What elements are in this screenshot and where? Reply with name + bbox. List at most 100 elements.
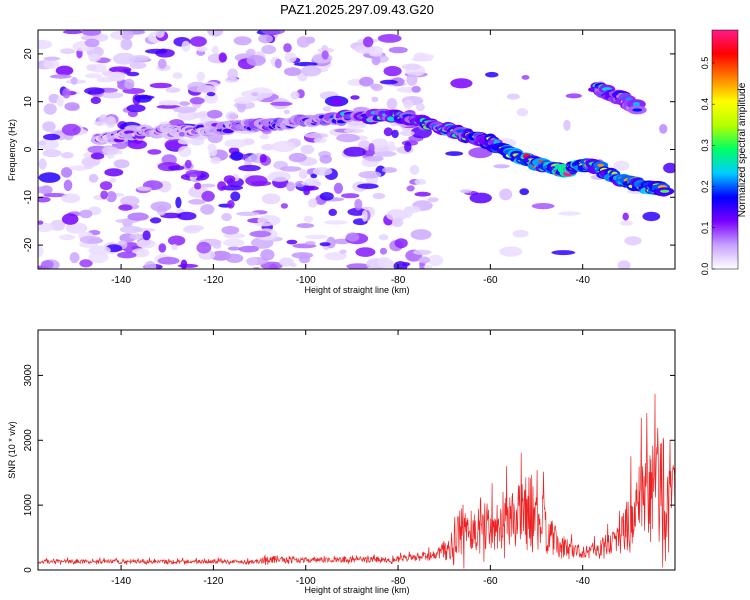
noise-blob <box>283 109 290 114</box>
noise-blob <box>261 143 275 151</box>
noise-blob <box>61 123 81 136</box>
noise-blob <box>158 100 180 106</box>
noise-blob <box>270 101 293 107</box>
noise-blob <box>624 236 642 246</box>
noise-blob <box>301 181 318 186</box>
noise-blob <box>310 173 318 179</box>
noise-blob <box>406 73 418 86</box>
noise-blob <box>150 217 162 224</box>
noise-blob <box>460 189 472 194</box>
noise-blob <box>345 232 360 242</box>
noise-blob <box>150 201 172 212</box>
figure-title: PAZ1.2025.297.09.43.G20 <box>280 2 434 17</box>
noise-blob <box>43 56 61 61</box>
noise-blob <box>88 251 109 264</box>
noise-blob <box>108 71 126 82</box>
noise-blob <box>223 175 236 184</box>
noise-blob <box>371 138 389 149</box>
noise-blob <box>499 188 513 201</box>
noise-blob <box>377 34 402 43</box>
noise-blob <box>519 188 529 196</box>
noise-blob <box>200 204 215 215</box>
noise-blob <box>613 160 630 171</box>
noise-blob <box>61 213 79 225</box>
noise-blob <box>252 266 261 269</box>
noise-blob <box>368 50 383 57</box>
y-tick-label: -20 <box>23 237 34 252</box>
noise-blob <box>85 73 102 79</box>
noise-blob <box>445 151 464 157</box>
noise-blob <box>227 68 238 80</box>
noise-blob <box>261 44 277 55</box>
noise-blob <box>144 48 168 54</box>
noise-blob <box>378 234 389 241</box>
noise-blob <box>358 171 382 179</box>
noise-blob <box>79 209 93 219</box>
noise-blob <box>86 64 97 71</box>
noise-blob <box>286 239 298 245</box>
noise-blob <box>313 137 327 144</box>
snr-background <box>38 330 675 570</box>
x-tick-label: -140 <box>111 275 131 286</box>
noise-blob <box>189 36 207 47</box>
noise-blob <box>185 169 202 177</box>
colorbar-tick-label: 0.3 <box>700 139 710 152</box>
noise-blob <box>401 63 421 71</box>
noise-blob <box>404 141 412 152</box>
noise-blob <box>38 222 54 233</box>
noise-blob <box>617 260 631 269</box>
noise-blob <box>251 92 259 97</box>
noise-blob <box>177 211 197 221</box>
noise-blob <box>223 238 245 247</box>
noise-blob <box>361 210 368 222</box>
noise-blob <box>336 133 360 143</box>
noise-blob <box>642 211 661 222</box>
noise-blob <box>261 30 285 35</box>
noise-blob <box>415 102 425 112</box>
noise-blob <box>180 259 188 269</box>
noise-blob <box>300 144 315 155</box>
noise-blob <box>238 245 259 253</box>
noise-blob <box>371 84 383 91</box>
noise-blob <box>531 203 555 210</box>
noise-blob <box>156 104 181 109</box>
noise-blob <box>212 242 222 249</box>
noise-blob <box>368 143 375 153</box>
noise-blob <box>371 55 381 66</box>
noise-blob <box>394 238 408 249</box>
noise-blob <box>120 195 140 207</box>
noise-blob <box>201 190 215 202</box>
noise-blob <box>469 192 492 204</box>
noise-blob <box>211 45 219 55</box>
noise-blob <box>42 121 56 132</box>
noise-blob <box>172 72 183 79</box>
ridge-core <box>632 102 641 107</box>
colorbar-tick-label: 0.0 <box>700 263 710 276</box>
noise-blob <box>144 260 157 269</box>
noise-blob <box>230 191 241 202</box>
noise-blob <box>286 181 295 192</box>
noise-blob <box>173 106 197 113</box>
x-tick-label: -120 <box>203 576 223 587</box>
noise-blob <box>200 183 216 188</box>
noise-blob <box>100 190 108 200</box>
noise-blob <box>379 247 388 255</box>
noise-blob <box>382 167 397 173</box>
noise-blob <box>359 76 374 87</box>
noise-blob <box>181 40 191 52</box>
noise-blob <box>127 139 147 150</box>
noise-blob <box>221 213 232 222</box>
noise-blob <box>468 147 493 159</box>
noise-blob <box>258 34 273 44</box>
noise-blob <box>187 81 208 93</box>
noise-blob <box>321 50 329 60</box>
noise-blob <box>88 173 99 183</box>
noise-blob <box>38 158 47 170</box>
noise-blob <box>347 207 367 216</box>
noise-blob <box>207 143 217 151</box>
noise-blob <box>259 154 267 163</box>
x-tick-label: -40 <box>575 576 590 587</box>
noise-blob <box>157 256 180 265</box>
spectrogram-panel: -140 -120 -100 -80 -60 -40 20 10 0 -10 -20 Height… <box>7 29 676 295</box>
noise-blob <box>99 181 113 191</box>
